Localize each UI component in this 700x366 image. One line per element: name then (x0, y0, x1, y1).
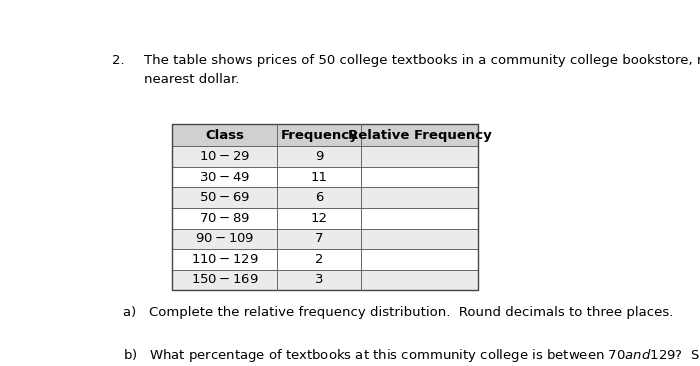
Text: The table shows prices of 50 college textbooks in a community college bookstore,: The table shows prices of 50 college tex… (144, 54, 700, 86)
Text: Class: Class (205, 129, 244, 142)
Bar (172, 228, 478, 249)
Text: a)   Complete the relative frequency distribution.  Round decimals to three plac: a) Complete the relative frequency distr… (122, 306, 673, 319)
Text: 6: 6 (315, 191, 323, 204)
Text: Frequency: Frequency (281, 129, 358, 142)
Text: 9: 9 (315, 150, 323, 163)
Bar (172, 167, 478, 187)
Text: $90 - $109: $90 - $109 (195, 232, 254, 245)
Text: 7: 7 (315, 232, 323, 245)
Text: 2.: 2. (112, 54, 125, 67)
Text: $150 - $169: $150 - $169 (190, 273, 258, 287)
Text: 3: 3 (315, 273, 323, 287)
Text: 11: 11 (311, 171, 328, 184)
Text: $50 - $69: $50 - $69 (199, 191, 250, 204)
Bar (172, 124, 478, 146)
Text: b)   What percentage of textbooks at this community college is between $70 and $: b) What percentage of textbooks at this … (122, 347, 700, 363)
Bar (172, 208, 478, 228)
Text: 12: 12 (311, 212, 328, 225)
Text: $70 - $89: $70 - $89 (199, 212, 250, 225)
Text: 2: 2 (315, 253, 323, 266)
Text: Relative Frequency: Relative Frequency (348, 129, 491, 142)
Text: $110 - $129: $110 - $129 (190, 253, 258, 266)
Text: $10 - $29: $10 - $29 (199, 150, 250, 163)
Bar (172, 187, 478, 208)
Text: $30 - $49: $30 - $49 (199, 171, 250, 184)
Bar (172, 249, 478, 270)
Bar (172, 270, 478, 290)
Bar (172, 146, 478, 167)
